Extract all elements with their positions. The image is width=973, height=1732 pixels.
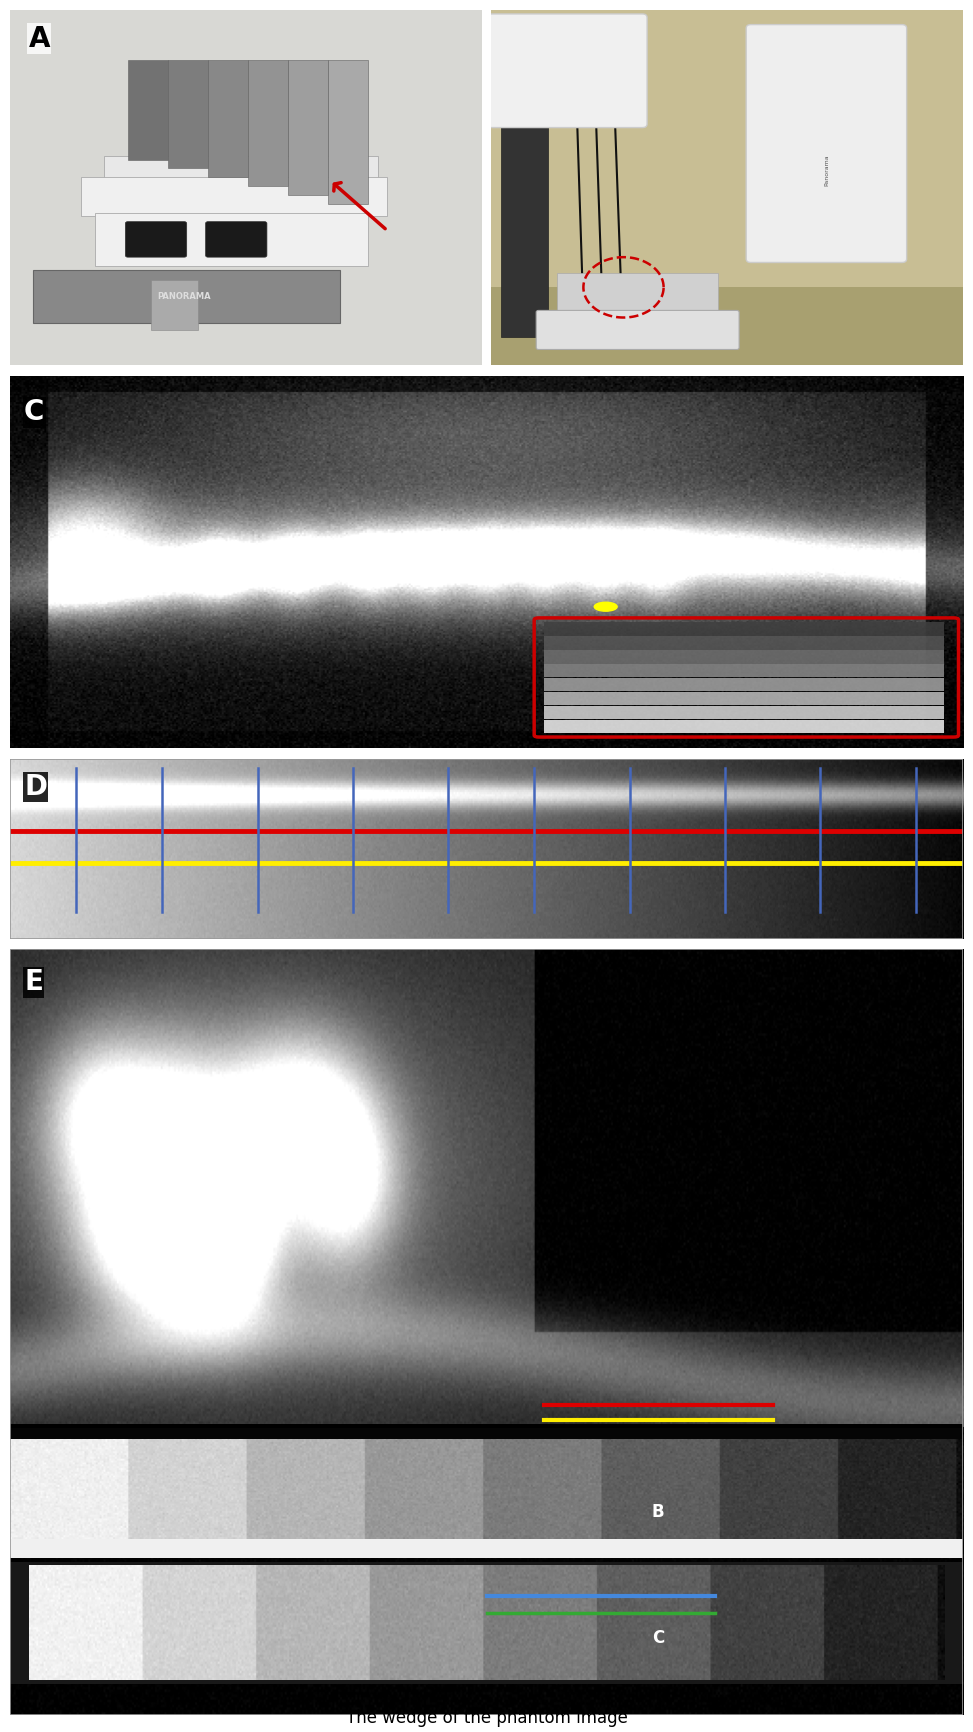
Text: PANORAMA: PANORAMA bbox=[158, 291, 211, 301]
FancyBboxPatch shape bbox=[10, 1562, 963, 1684]
FancyBboxPatch shape bbox=[205, 222, 267, 256]
FancyBboxPatch shape bbox=[10, 1424, 963, 1427]
FancyBboxPatch shape bbox=[10, 1427, 963, 1439]
Text: A: A bbox=[209, 1301, 221, 1316]
FancyBboxPatch shape bbox=[167, 61, 208, 168]
FancyBboxPatch shape bbox=[491, 10, 963, 365]
FancyBboxPatch shape bbox=[544, 650, 944, 663]
FancyBboxPatch shape bbox=[33, 270, 341, 322]
FancyBboxPatch shape bbox=[288, 61, 328, 196]
Text: C: C bbox=[652, 1630, 665, 1647]
FancyBboxPatch shape bbox=[126, 222, 187, 256]
FancyBboxPatch shape bbox=[544, 636, 944, 650]
FancyBboxPatch shape bbox=[104, 156, 378, 180]
FancyBboxPatch shape bbox=[544, 663, 944, 677]
Text: A: A bbox=[28, 24, 50, 52]
FancyBboxPatch shape bbox=[94, 213, 369, 267]
Text: Panorama: Panorama bbox=[824, 154, 829, 185]
FancyBboxPatch shape bbox=[10, 10, 482, 365]
FancyBboxPatch shape bbox=[491, 288, 963, 365]
FancyBboxPatch shape bbox=[544, 707, 944, 719]
FancyBboxPatch shape bbox=[544, 693, 944, 705]
Text: B: B bbox=[510, 24, 531, 52]
FancyBboxPatch shape bbox=[746, 24, 907, 263]
FancyBboxPatch shape bbox=[539, 74, 633, 95]
Text: The wedge of the phantom image: The wedge of the phantom image bbox=[345, 1709, 628, 1727]
FancyBboxPatch shape bbox=[81, 177, 387, 216]
FancyBboxPatch shape bbox=[501, 24, 548, 338]
FancyBboxPatch shape bbox=[558, 274, 718, 322]
FancyBboxPatch shape bbox=[544, 622, 944, 636]
FancyBboxPatch shape bbox=[544, 679, 944, 691]
FancyBboxPatch shape bbox=[127, 61, 167, 159]
FancyBboxPatch shape bbox=[248, 61, 288, 185]
FancyBboxPatch shape bbox=[151, 281, 198, 329]
Text: D: D bbox=[24, 772, 47, 800]
Text: B: B bbox=[652, 1503, 665, 1521]
FancyBboxPatch shape bbox=[544, 721, 944, 733]
Text: E: E bbox=[24, 968, 43, 996]
Circle shape bbox=[595, 603, 617, 611]
FancyBboxPatch shape bbox=[208, 61, 248, 177]
Text: C: C bbox=[24, 398, 45, 426]
FancyBboxPatch shape bbox=[328, 61, 369, 204]
FancyBboxPatch shape bbox=[10, 1538, 963, 1557]
FancyBboxPatch shape bbox=[536, 310, 739, 350]
FancyBboxPatch shape bbox=[486, 14, 647, 128]
